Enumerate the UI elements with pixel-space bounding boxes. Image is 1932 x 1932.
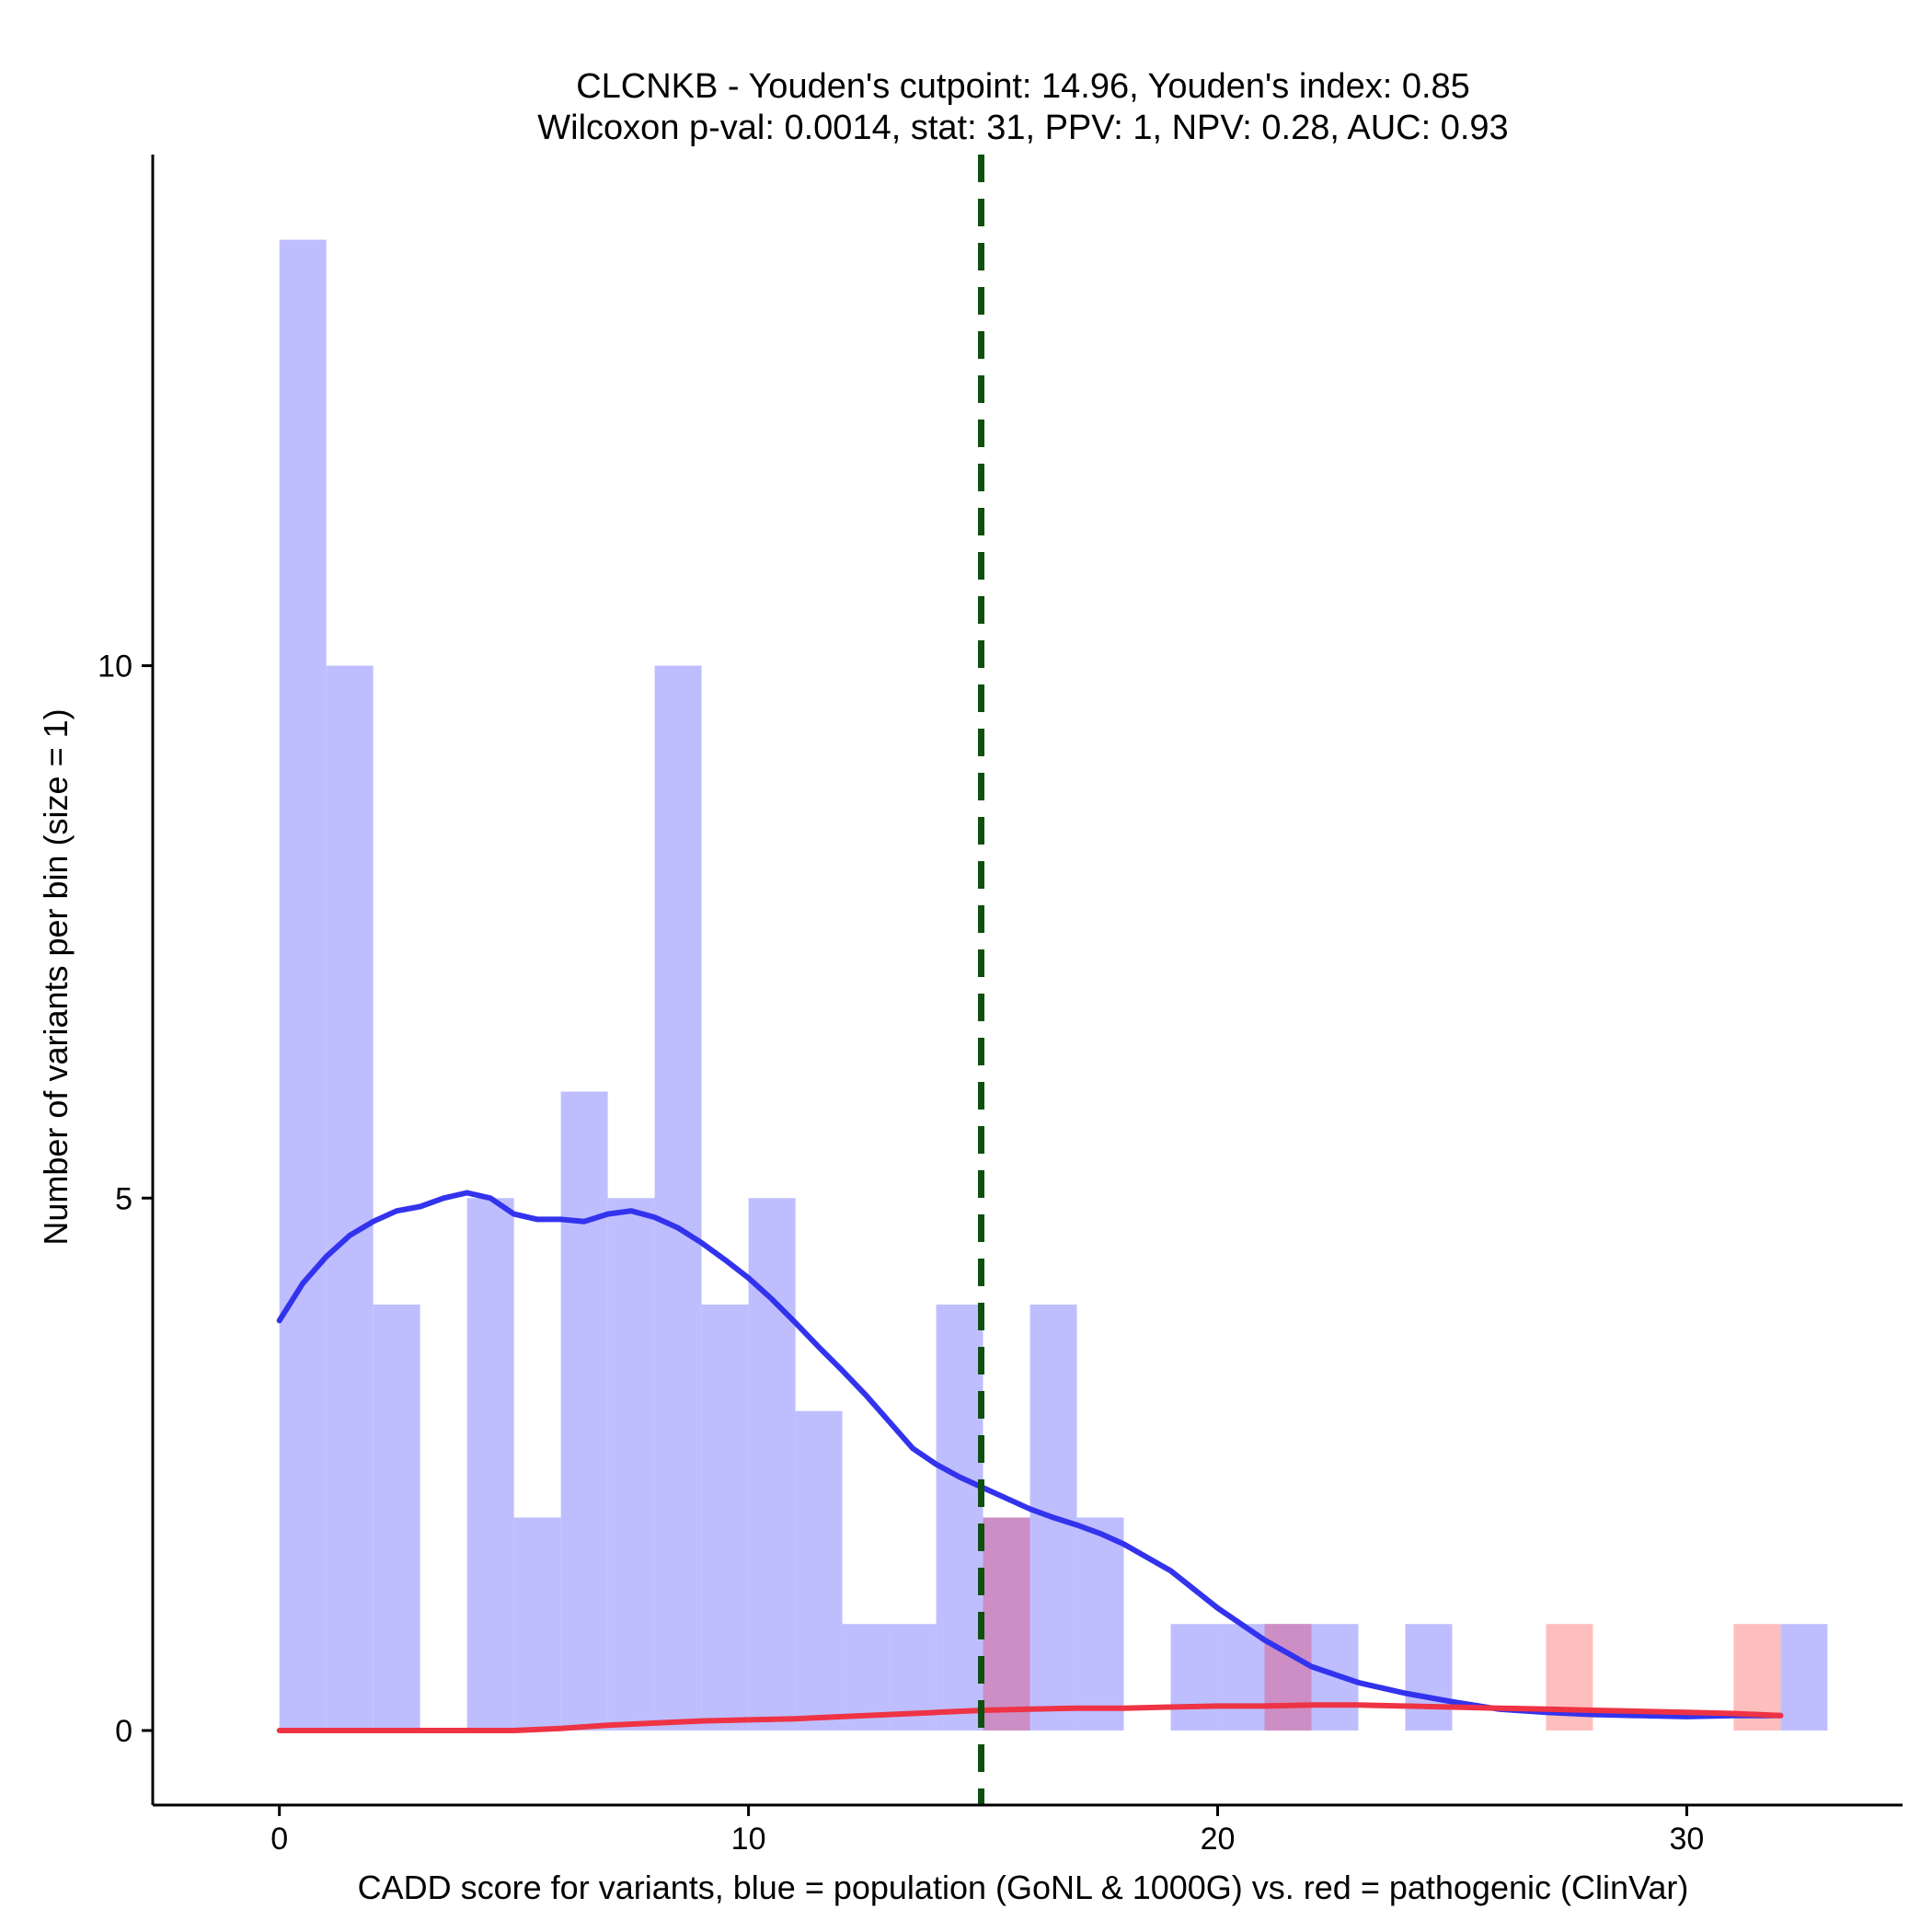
y-axis-label: Number of variants per bin (size = 1)	[37, 708, 75, 1245]
population-bar	[701, 1305, 749, 1731]
x-tick-label: 10	[731, 1822, 766, 1857]
x-tick-label: 0	[270, 1822, 288, 1857]
population-bar	[466, 1198, 514, 1731]
axes: 0 10 20 30 0 5 10	[98, 155, 1903, 1857]
population-bar	[1217, 1624, 1265, 1731]
population-bars	[279, 239, 1828, 1731]
population-bar	[607, 1198, 655, 1731]
population-density-curve	[276, 1190, 1784, 1719]
population-bar	[560, 1091, 608, 1731]
population-bar	[279, 239, 327, 1731]
population-bar	[795, 1410, 843, 1731]
density-curves	[276, 1190, 1784, 1733]
chart-title: CLCNKB - Youden's cutpoint: 14.96, Youde…	[576, 67, 1470, 106]
x-tick-label: 20	[1201, 1822, 1236, 1857]
population-bar	[654, 665, 702, 1731]
x-tick-label: 30	[1670, 1822, 1705, 1857]
y-tick-label: 0	[115, 1714, 132, 1749]
chart-subtitle: Wilcoxon p-val: 0.0014, stat: 31, PPV: 1…	[537, 109, 1508, 147]
population-bar	[326, 665, 374, 1731]
y-tick-label: 10	[98, 650, 132, 684]
population-bar	[1076, 1517, 1124, 1731]
pathogenic-density-curve	[276, 1702, 1784, 1733]
population-bar	[748, 1198, 796, 1731]
population-bar	[1170, 1624, 1218, 1731]
population-bar	[1780, 1624, 1828, 1731]
population-bar	[1405, 1624, 1453, 1731]
x-axis-label: CADD score for variants, blue = populati…	[358, 1869, 1689, 1906]
population-bar	[373, 1305, 420, 1731]
y-tick-label: 5	[115, 1181, 132, 1216]
population-bar	[513, 1517, 561, 1731]
population-bar	[936, 1305, 983, 1731]
pathogenic-bar	[983, 1517, 1030, 1731]
pathogenic-bar	[1264, 1624, 1312, 1731]
